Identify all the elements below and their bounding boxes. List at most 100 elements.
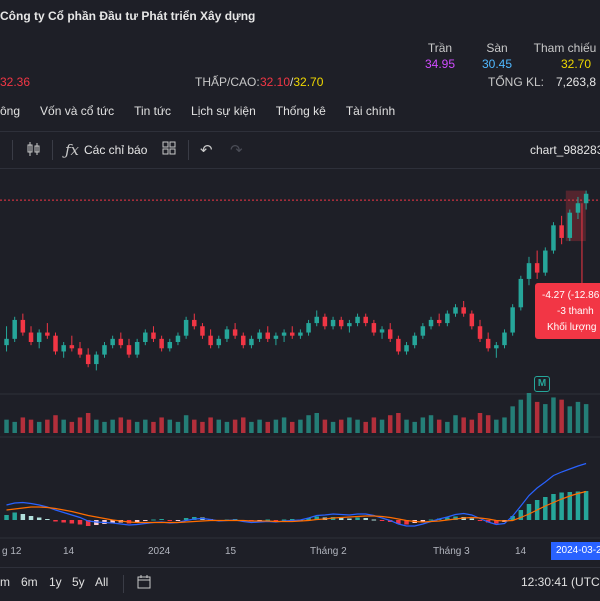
candle-body bbox=[200, 326, 205, 336]
candle-body bbox=[363, 316, 368, 324]
volume-bar bbox=[192, 419, 197, 433]
range-5y-button[interactable]: 5y bbox=[72, 575, 85, 589]
candle-body bbox=[175, 335, 181, 342]
candle-body bbox=[192, 319, 197, 327]
candle-body bbox=[518, 278, 524, 308]
macd-histogram-bar bbox=[363, 518, 368, 520]
volume-bar bbox=[494, 419, 499, 433]
candle-body bbox=[241, 335, 246, 346]
macd-histogram-bar bbox=[85, 520, 91, 526]
volume-bar bbox=[338, 419, 344, 433]
floor-label: Sàn bbox=[486, 41, 508, 55]
volume-bar bbox=[102, 421, 107, 433]
volume-bar bbox=[543, 404, 548, 433]
candle-body bbox=[420, 326, 426, 336]
candle-body bbox=[151, 332, 156, 339]
volume-bar bbox=[216, 419, 222, 433]
volume-bar bbox=[4, 419, 9, 433]
layout-grid-icon[interactable] bbox=[162, 141, 176, 159]
candle-body bbox=[551, 225, 556, 251]
macd-histogram-bar bbox=[338, 518, 344, 520]
macd-histogram-bar bbox=[45, 519, 50, 520]
macd-line bbox=[6, 462, 587, 527]
low-value: 32.10 bbox=[260, 75, 291, 89]
candle-body bbox=[298, 332, 303, 336]
candle-body bbox=[485, 338, 491, 349]
volume-bar bbox=[314, 413, 319, 433]
tab-financials[interactable]: Tài chính bbox=[345, 104, 396, 118]
volume-bar bbox=[175, 421, 181, 433]
price-chart[interactable] bbox=[0, 168, 600, 567]
volume-bar bbox=[347, 417, 352, 433]
macd-histogram-bar bbox=[567, 492, 573, 520]
event-marker[interactable]: M bbox=[534, 376, 550, 392]
macd-histogram-bar bbox=[551, 494, 556, 520]
candle-body bbox=[412, 335, 417, 346]
macd-histogram-bar bbox=[485, 520, 491, 523]
indicators-button[interactable]: Các chỉ báo bbox=[84, 143, 148, 157]
volume-bar bbox=[534, 401, 540, 433]
volume-bar bbox=[208, 417, 213, 433]
macd-histogram-bar bbox=[428, 519, 434, 521]
macd-histogram-bar bbox=[518, 510, 524, 520]
crosshair-date-label: 2024-03-2 bbox=[551, 542, 600, 560]
range-1y-button[interactable]: 1y bbox=[49, 575, 62, 589]
range-all-button[interactable]: All bbox=[95, 575, 109, 589]
candle-body bbox=[208, 335, 213, 346]
volume-bar bbox=[575, 401, 581, 433]
redo-icon[interactable]: ↷ bbox=[230, 142, 243, 159]
macd-histogram-bar bbox=[134, 520, 140, 522]
volume-bar bbox=[77, 417, 83, 433]
macd-histogram-bar bbox=[28, 516, 34, 520]
tab-news[interactable]: Tin tức bbox=[134, 104, 172, 118]
volume-bar bbox=[85, 413, 91, 433]
toolbar-divider bbox=[12, 140, 13, 160]
x-axis-label: 14 bbox=[515, 546, 527, 557]
candle-body bbox=[338, 319, 344, 327]
volume-bar bbox=[355, 419, 360, 433]
candle-body bbox=[436, 319, 442, 324]
tab-events[interactable]: Lịch sự kiện bbox=[191, 104, 256, 118]
macd-histogram-bar bbox=[77, 520, 83, 525]
range-button[interactable]: m bbox=[0, 575, 10, 589]
current-price: 32.36 bbox=[0, 75, 31, 89]
chart-name[interactable]: chart_988283 bbox=[530, 143, 600, 157]
tab-capital-dividends[interactable]: Vốn và cổ tức bbox=[40, 104, 115, 118]
volume-bar bbox=[485, 415, 491, 433]
volume-bar bbox=[110, 419, 115, 433]
macd-histogram-bar bbox=[543, 497, 548, 520]
volume-bar bbox=[241, 417, 246, 433]
tab-overview[interactable]: ông bbox=[0, 104, 21, 118]
volume-bar bbox=[28, 419, 34, 433]
volume-bar bbox=[461, 417, 466, 433]
candle-body bbox=[355, 316, 360, 324]
undo-icon[interactable]: ↶ bbox=[200, 142, 213, 159]
clock: 12:30:41 (UTC+ bbox=[521, 575, 600, 589]
candle-body bbox=[249, 338, 254, 346]
macd-histogram-bar bbox=[314, 516, 319, 520]
candles-icon[interactable] bbox=[26, 141, 42, 161]
candle-body bbox=[143, 332, 148, 342]
function-icon[interactable]: ƒx bbox=[65, 141, 80, 159]
tab-statistics[interactable]: Thống kê bbox=[275, 104, 326, 118]
candle-body bbox=[69, 345, 75, 349]
volume-bar bbox=[502, 417, 507, 433]
tooltip-change: -4.27 (-12.86 bbox=[542, 290, 600, 301]
macd-histogram-bar bbox=[20, 514, 26, 520]
volume-bar bbox=[265, 421, 270, 433]
range-6m-button[interactable]: 6m bbox=[21, 575, 38, 589]
candle-body bbox=[477, 326, 483, 339]
candle-body bbox=[379, 329, 385, 333]
candle-body bbox=[314, 316, 319, 324]
chart-toolbar: ƒx Các chỉ báo ↶ ↷ chart_988283 bbox=[0, 131, 600, 169]
volume-bar bbox=[396, 413, 401, 433]
candle-body bbox=[502, 332, 507, 346]
high-value: 32.70 bbox=[293, 75, 324, 89]
calendar-range-icon[interactable] bbox=[137, 575, 151, 592]
bottom-divider bbox=[123, 575, 124, 593]
volume-bar bbox=[273, 419, 279, 433]
x-axis-label: 14 bbox=[63, 546, 75, 557]
candle-body bbox=[36, 332, 42, 342]
macd-histogram-bar bbox=[355, 517, 360, 520]
candle-body bbox=[159, 338, 164, 349]
